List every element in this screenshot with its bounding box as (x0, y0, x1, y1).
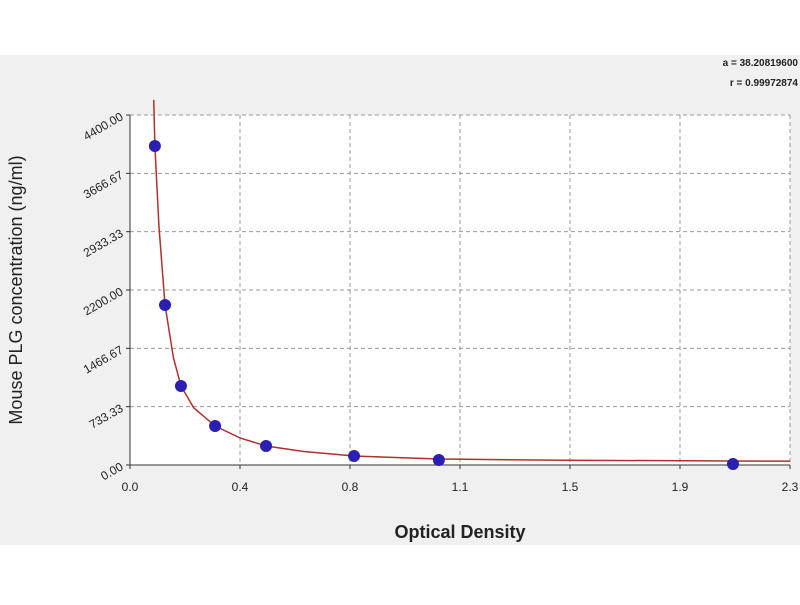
data-point (209, 420, 222, 433)
x-tick-label: 0.8 (342, 480, 359, 494)
x-tick-label: 2.3 (782, 480, 799, 494)
data-point (260, 439, 273, 452)
x-tick-label: 0.0 (122, 480, 139, 494)
x-tick-label: 1.9 (672, 480, 689, 494)
annotation: a = 38.20819600 (723, 58, 799, 69)
x-axis-label: Optical Density (394, 522, 525, 542)
fit-curve (152, 99, 791, 462)
x-tick-label: 1.1 (452, 480, 469, 494)
data-point (348, 450, 361, 463)
annotation: r = 0.99972874 (730, 78, 799, 89)
y-axis-label: Mouse PLG concentration (ng/ml) (6, 155, 26, 424)
x-tick-label: 0.4 (232, 480, 249, 494)
data-point (159, 299, 172, 312)
x-tick-label: 1.5 (562, 480, 579, 494)
data-point (432, 453, 445, 466)
data-point (174, 380, 187, 393)
data-point (148, 140, 161, 153)
data-point (726, 457, 739, 470)
